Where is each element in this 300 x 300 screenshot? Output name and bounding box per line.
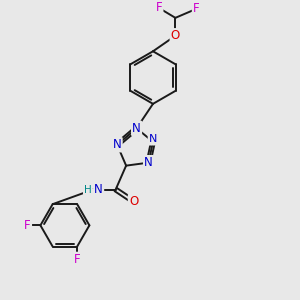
Text: F: F — [156, 2, 162, 14]
Text: N: N — [144, 156, 153, 169]
Text: N: N — [113, 138, 122, 151]
Text: N: N — [132, 122, 141, 135]
Text: O: O — [129, 195, 138, 208]
Text: N: N — [94, 183, 103, 196]
Text: H: H — [89, 184, 98, 194]
Text: F: F — [24, 219, 31, 232]
Text: F: F — [193, 2, 200, 15]
Text: O: O — [171, 29, 180, 42]
Text: N: N — [149, 134, 157, 144]
Text: F: F — [74, 253, 80, 266]
Text: H: H — [84, 184, 92, 194]
